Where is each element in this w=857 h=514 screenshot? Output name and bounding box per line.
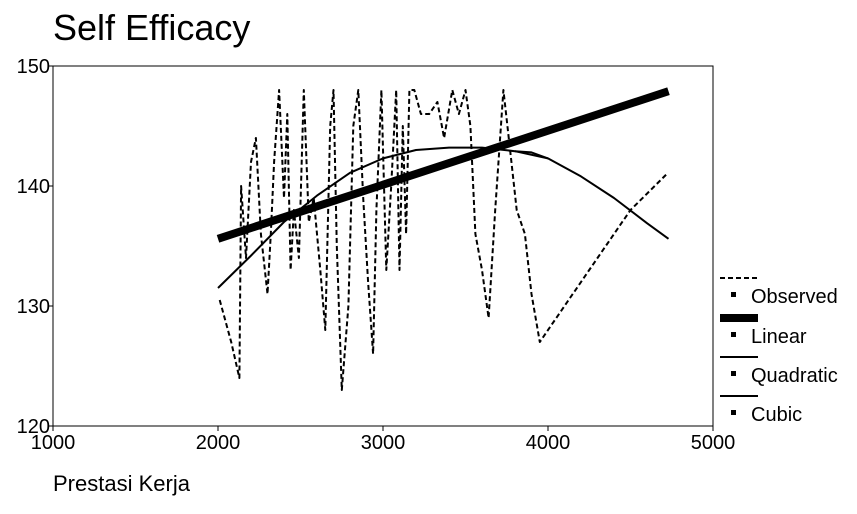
legend-label-quadratic: Quadratic [751,365,838,387]
x-tick-label: 2000 [196,432,241,454]
x-tick-label: 4000 [526,432,571,454]
legend-marker-quadratic [731,371,736,376]
legend-label-observed: Observed [751,286,838,308]
series-line-quadratic [217,146,549,289]
chart-title: Self Efficacy [53,7,251,48]
legend-marker-observed [731,292,736,297]
y-tick-label: 120 [17,416,50,438]
x-tick-label: 3000 [361,432,406,454]
legend-label-linear: Linear [751,326,807,348]
legend-label-cubic: Cubic [751,404,802,426]
x-tick-label: 5000 [691,432,736,454]
series-line-cubic [514,150,670,240]
legend: Observed Linear Quadratic Cubic [720,277,838,426]
y-tick-label: 130 [17,296,50,318]
y-tick-label: 150 [17,56,50,78]
ticks-layer: 1000 2000 3000 4000 5000 120 130 140 150 [17,56,736,454]
x-tick-label: 1000 [31,432,76,454]
x-axis-label: Prestasi Kerja [53,471,190,496]
legend-marker-linear [731,332,736,337]
legend-marker-cubic [731,410,736,415]
series-layer [216,87,670,391]
y-tick-label: 140 [17,176,50,198]
